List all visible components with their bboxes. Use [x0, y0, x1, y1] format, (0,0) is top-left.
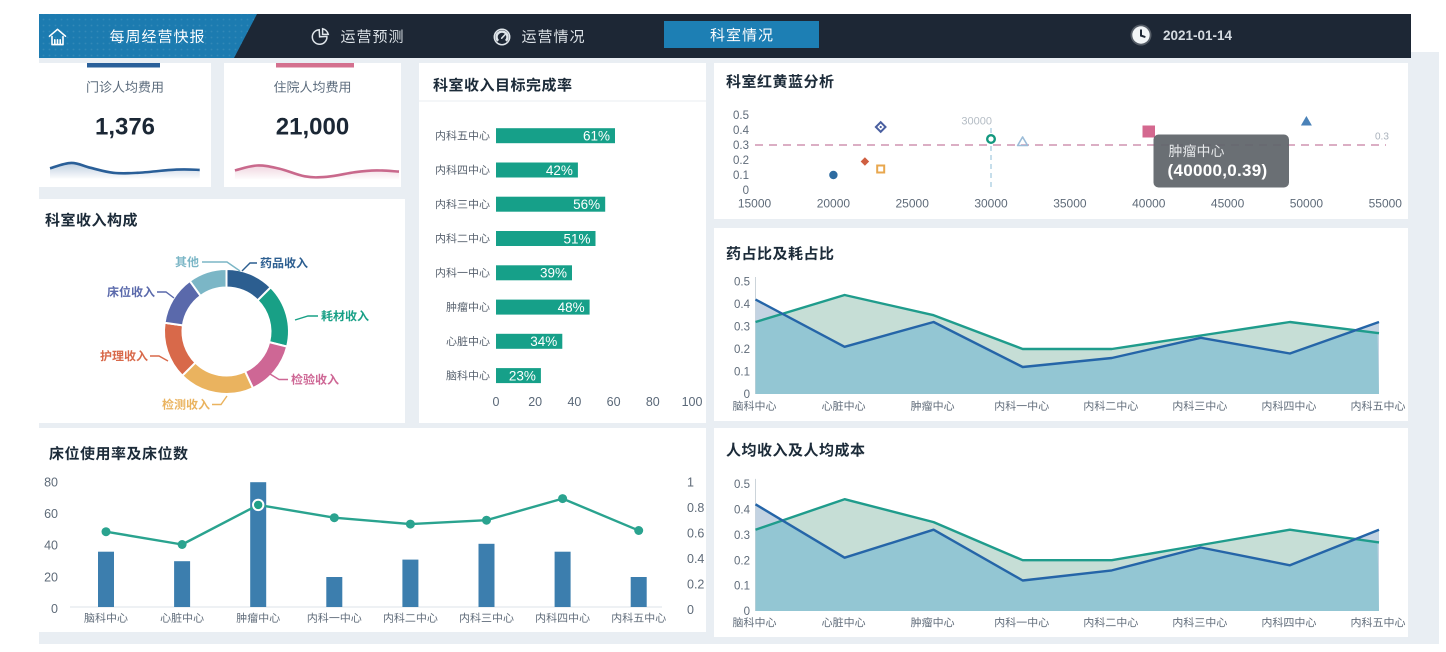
svg-text:55000: 55000 — [1369, 196, 1403, 210]
svg-text:20: 20 — [44, 570, 58, 584]
svg-text:0.3: 0.3 — [1375, 132, 1389, 143]
svg-text:30000: 30000 — [974, 196, 1008, 210]
svg-text:56%: 56% — [573, 197, 600, 212]
svg-text:40000: 40000 — [1132, 196, 1166, 210]
svg-text:50000: 50000 — [1290, 196, 1324, 210]
svg-text:(40000,0.39): (40000,0.39) — [1168, 161, 1268, 180]
svg-text:40: 40 — [44, 539, 58, 553]
svg-text:1,376: 1,376 — [95, 114, 155, 141]
svg-text:20: 20 — [528, 395, 542, 409]
svg-text:80: 80 — [646, 395, 660, 409]
svg-text:0.4: 0.4 — [734, 505, 751, 517]
svg-text:0.2: 0.2 — [734, 344, 750, 356]
svg-text:51%: 51% — [563, 231, 590, 246]
svg-text:0.2: 0.2 — [733, 155, 749, 167]
svg-text:15000: 15000 — [738, 196, 772, 210]
svg-text:21,000: 21,000 — [276, 114, 349, 141]
svg-text:35000: 35000 — [1053, 196, 1087, 210]
svg-text:1: 1 — [687, 476, 694, 490]
svg-text:23%: 23% — [509, 369, 536, 384]
svg-text:2021-01-14: 2021-01-14 — [1163, 28, 1233, 43]
svg-text:0.8: 0.8 — [687, 501, 704, 515]
svg-text:0.1: 0.1 — [734, 581, 750, 593]
svg-text:0: 0 — [744, 606, 750, 618]
svg-text:60: 60 — [607, 395, 621, 409]
svg-text:42%: 42% — [546, 163, 573, 178]
svg-text:0.6: 0.6 — [687, 527, 704, 541]
svg-text:39%: 39% — [540, 266, 567, 281]
svg-text:0.1: 0.1 — [733, 170, 749, 182]
svg-text:0.5: 0.5 — [734, 479, 750, 491]
svg-text:0.4: 0.4 — [733, 125, 750, 137]
svg-text:0: 0 — [687, 603, 694, 617]
svg-text:30000: 30000 — [961, 116, 992, 128]
svg-text:61%: 61% — [583, 129, 610, 144]
svg-text:0.4: 0.4 — [734, 299, 751, 311]
svg-text:0.3: 0.3 — [734, 530, 750, 542]
svg-text:0.2: 0.2 — [687, 578, 704, 592]
svg-text:80: 80 — [44, 476, 58, 490]
svg-text:0.5: 0.5 — [733, 110, 749, 122]
svg-text:0.3: 0.3 — [734, 322, 750, 334]
svg-text:25000: 25000 — [896, 196, 930, 210]
svg-text:0: 0 — [51, 602, 58, 616]
svg-text:0.2: 0.2 — [734, 555, 750, 567]
svg-text:20000: 20000 — [817, 196, 851, 210]
svg-text:60: 60 — [44, 507, 58, 521]
svg-text:0.1: 0.1 — [734, 367, 750, 379]
svg-text:0: 0 — [744, 389, 750, 401]
svg-text:100: 100 — [682, 395, 703, 409]
svg-text:0.4: 0.4 — [687, 552, 704, 566]
svg-text:0: 0 — [493, 395, 500, 409]
svg-text:34%: 34% — [530, 334, 557, 349]
svg-text:40: 40 — [567, 395, 581, 409]
svg-text:48%: 48% — [558, 300, 585, 315]
svg-text:0.5: 0.5 — [734, 277, 750, 289]
svg-text:45000: 45000 — [1211, 196, 1245, 210]
svg-text:0: 0 — [743, 185, 749, 197]
svg-text:0.3: 0.3 — [733, 140, 749, 152]
